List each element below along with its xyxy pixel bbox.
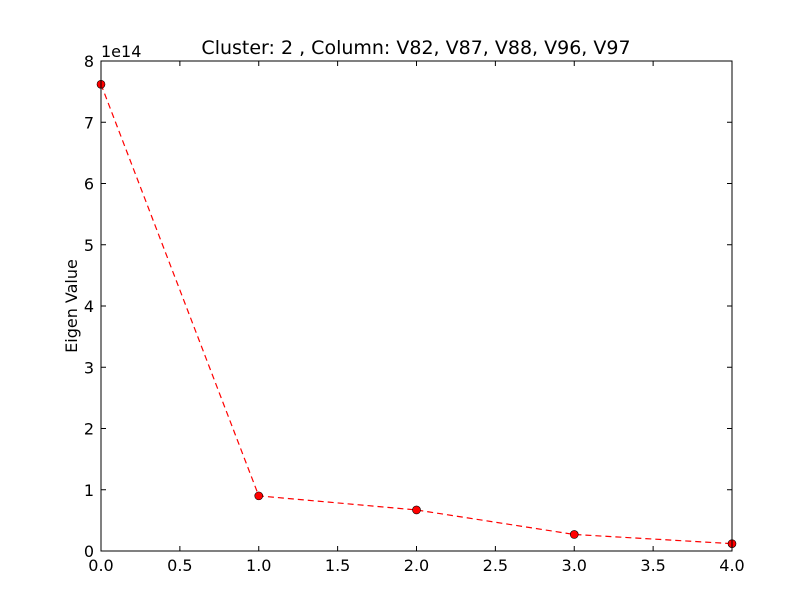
data-point xyxy=(569,530,579,539)
x-tick-label: 2.5 xyxy=(483,556,508,575)
y-tick-label: 5 xyxy=(84,236,94,255)
y-tick-label: 4 xyxy=(84,297,94,316)
x-tick-label: 4.0 xyxy=(719,556,744,575)
y-tick-label: 8 xyxy=(84,52,94,71)
series-line xyxy=(100,84,733,545)
x-tick-label: 3.5 xyxy=(640,556,665,575)
data-point xyxy=(254,491,264,501)
ticks-layer: 0.0 0.5 1.0 1.5 2.0 2.5 3.0 3.5 4.0 0 1 2 3 4 5 6 7 8 xyxy=(84,52,745,575)
x-tick-label: 1.0 xyxy=(246,556,271,575)
y-tick-label: 1 xyxy=(84,481,94,500)
x-tick-label: 1.5 xyxy=(325,556,350,575)
y-tick-label: 0 xyxy=(84,542,94,561)
data-point xyxy=(412,505,421,515)
x-tick-label: 0.5 xyxy=(167,556,192,575)
y-axis-label: Eigen Value xyxy=(62,259,81,353)
x-tick-label: 2.0 xyxy=(404,556,429,575)
y-tick-label: 7 xyxy=(84,113,94,132)
chart-title: Cluster: 2 , Column: V82, V87, V88, V96,… xyxy=(201,37,630,59)
x-tick-label: 3.0 xyxy=(562,556,587,575)
x-tick-label: 0.0 xyxy=(88,556,113,575)
y-tick-label: 6 xyxy=(84,175,94,194)
y-tick-label: 2 xyxy=(84,420,94,439)
y-offset-label: 1e14 xyxy=(101,42,141,61)
y-tick-label: 3 xyxy=(84,358,94,377)
plot-frame xyxy=(100,60,733,552)
